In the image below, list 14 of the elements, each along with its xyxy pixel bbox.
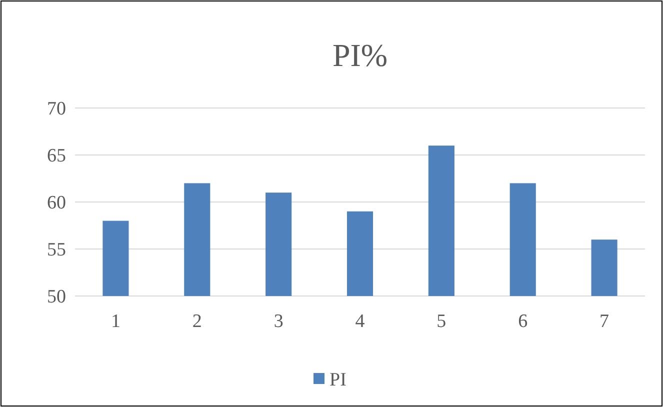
legend-label: PI	[330, 370, 346, 391]
y-tick-label: 60	[47, 192, 66, 214]
x-tick-label: 6	[518, 311, 528, 332]
x-tick-label: 3	[274, 311, 284, 332]
x-tick-label: 4	[355, 311, 366, 332]
y-tick-label: 70	[47, 98, 66, 120]
chart-title: PI%	[332, 37, 388, 73]
y-tick-label: 65	[47, 146, 66, 167]
x-tick-label: 2	[192, 311, 202, 332]
x-tick-label: 7	[600, 311, 610, 332]
y-tick-label: 55	[47, 240, 66, 261]
x-tick-label: 5	[436, 311, 446, 332]
x-tick-label: 1	[110, 311, 120, 332]
y-tick-label: 50	[47, 286, 66, 308]
